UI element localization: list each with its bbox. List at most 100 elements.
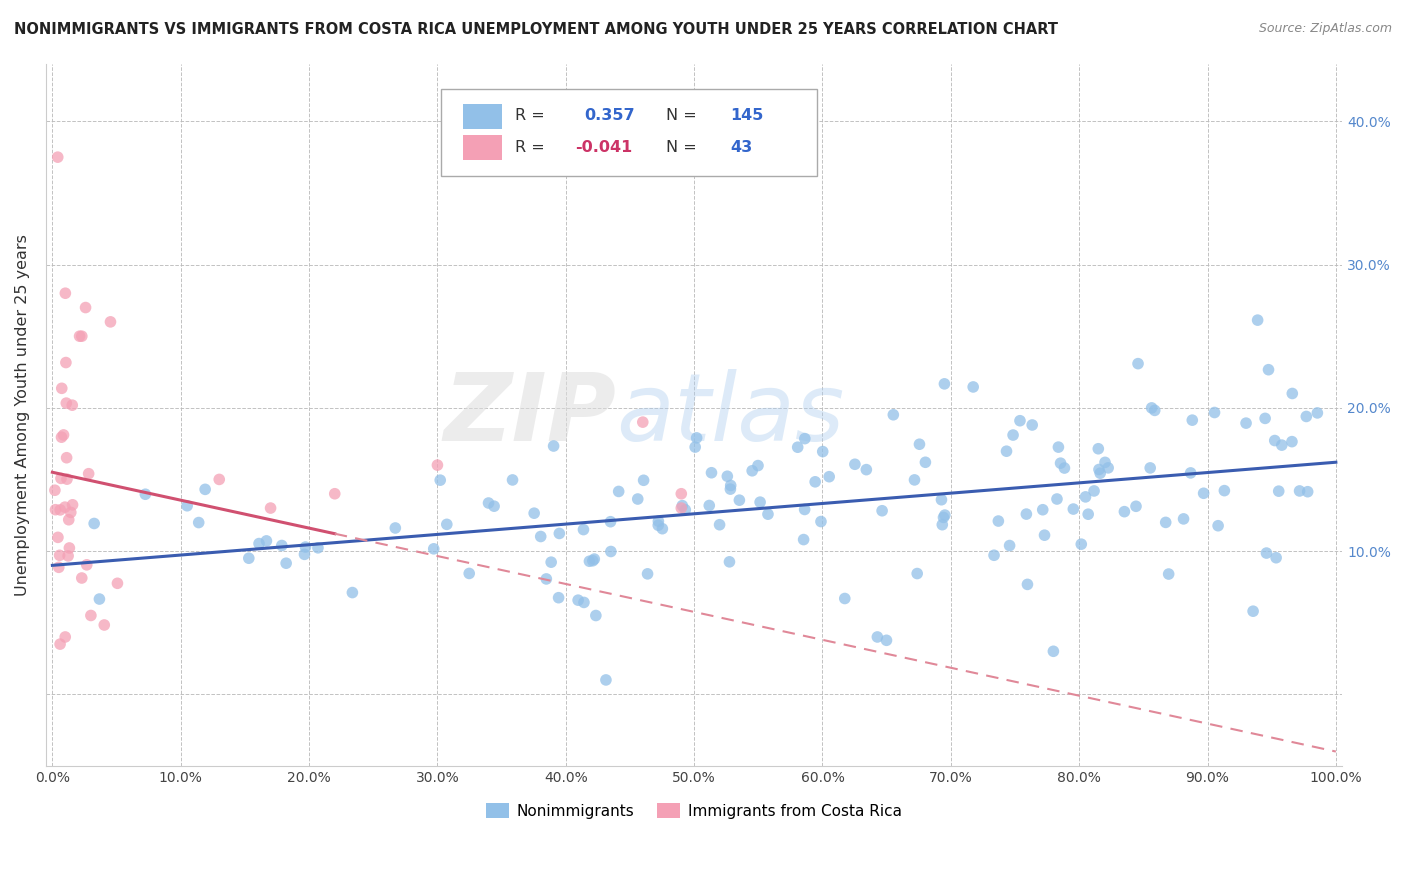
Point <box>83 516 105 531</box>
Point <box>728 493 751 508</box>
Point <box>548 526 571 541</box>
Point <box>683 440 706 454</box>
Point <box>1032 502 1054 516</box>
Bar <box>464 104 502 129</box>
Point <box>931 517 953 532</box>
Point <box>208 472 231 486</box>
Point <box>1074 490 1097 504</box>
Point <box>46 150 69 164</box>
Point <box>62 498 84 512</box>
Point <box>647 514 669 528</box>
Point <box>75 301 97 315</box>
Point <box>709 517 731 532</box>
Point <box>107 576 129 591</box>
Point <box>1143 403 1166 417</box>
Point <box>384 521 406 535</box>
Point <box>903 473 925 487</box>
Point <box>89 592 111 607</box>
Point <box>716 469 738 483</box>
Point <box>1288 483 1310 498</box>
Point <box>540 555 562 569</box>
Point <box>1295 409 1317 424</box>
Point <box>1002 428 1025 442</box>
Point <box>866 630 889 644</box>
Point <box>983 548 1005 562</box>
Point <box>599 544 621 558</box>
Point <box>56 472 79 486</box>
Point <box>1125 500 1147 514</box>
Point <box>342 585 364 599</box>
Point <box>905 566 928 581</box>
Point <box>786 440 808 454</box>
Point <box>307 541 329 555</box>
Point <box>685 431 707 445</box>
Point <box>741 464 763 478</box>
Point <box>1254 411 1277 425</box>
Point <box>793 533 815 547</box>
Point <box>870 504 893 518</box>
Point <box>671 487 693 501</box>
Point <box>1047 440 1070 454</box>
Point <box>1070 537 1092 551</box>
Point <box>1139 461 1161 475</box>
Point <box>59 505 82 519</box>
Point <box>1083 483 1105 498</box>
Text: -0.041: -0.041 <box>575 140 633 155</box>
Point <box>1181 413 1204 427</box>
Point <box>914 455 936 469</box>
Point <box>834 591 856 606</box>
Point <box>1271 438 1294 452</box>
Point <box>247 536 270 550</box>
Point <box>1033 528 1056 542</box>
Point <box>426 458 449 472</box>
Point <box>53 500 76 515</box>
Point <box>77 467 100 481</box>
Point <box>844 457 866 471</box>
Point <box>1088 462 1111 476</box>
Point <box>811 444 834 458</box>
Point <box>1077 507 1099 521</box>
Point <box>595 673 617 687</box>
Point <box>1053 461 1076 475</box>
Point <box>671 501 693 516</box>
Point <box>697 499 720 513</box>
Point <box>46 530 69 544</box>
Point <box>70 329 93 343</box>
Point <box>1265 550 1288 565</box>
Point <box>1173 512 1195 526</box>
Point <box>718 482 741 496</box>
Point <box>1094 455 1116 469</box>
Point <box>1046 491 1069 506</box>
Point <box>80 608 103 623</box>
Point <box>49 503 72 517</box>
Point <box>631 415 654 429</box>
Point <box>1234 416 1257 430</box>
Legend: Nonimmigrants, Immigrants from Costa Rica: Nonimmigrants, Immigrants from Costa Ric… <box>479 797 908 825</box>
Point <box>934 508 956 522</box>
Text: R =: R = <box>515 108 546 123</box>
Point <box>1204 405 1226 419</box>
Point <box>647 518 669 533</box>
Point <box>1264 434 1286 448</box>
Text: R =: R = <box>515 140 546 155</box>
Point <box>1281 434 1303 449</box>
Point <box>44 483 66 498</box>
Point <box>52 428 75 442</box>
Point <box>44 502 66 516</box>
Point <box>48 560 70 574</box>
Point <box>637 566 659 581</box>
Point <box>1114 505 1136 519</box>
Text: N =: N = <box>665 108 696 123</box>
Point <box>259 501 281 516</box>
Point <box>1267 484 1289 499</box>
Point <box>585 608 607 623</box>
Point <box>1306 406 1329 420</box>
Point <box>1206 518 1229 533</box>
Point <box>254 533 277 548</box>
Point <box>530 529 553 543</box>
Point <box>671 499 693 513</box>
Point <box>1008 414 1031 428</box>
Point <box>276 556 298 570</box>
Point <box>429 473 451 487</box>
Point <box>1015 507 1038 521</box>
